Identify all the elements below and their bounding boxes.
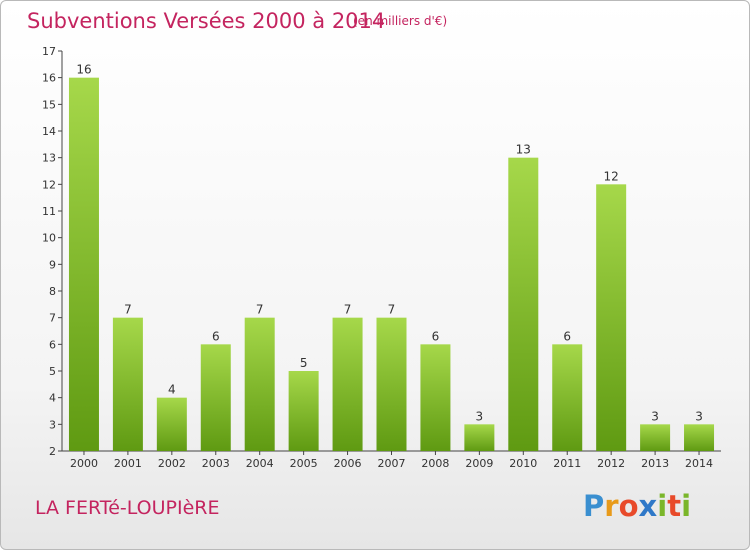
bar-2001 xyxy=(112,317,143,451)
x-tick-label-2003: 2003 xyxy=(202,457,230,470)
x-tick-label-2007: 2007 xyxy=(378,457,406,470)
data-label-2007: 7 xyxy=(388,303,396,317)
x-tick-label-2001: 2001 xyxy=(114,457,142,470)
bar-2012 xyxy=(596,184,627,452)
data-label-2014: 3 xyxy=(695,409,703,423)
bar-2006 xyxy=(332,317,363,451)
data-label-2000: 16 xyxy=(76,63,91,77)
logo-letter: P xyxy=(583,489,605,523)
data-label-2006: 7 xyxy=(344,303,352,317)
y-tick-label: 10 xyxy=(42,232,56,245)
y-tick-label: 8 xyxy=(49,285,56,298)
data-label-2003: 6 xyxy=(212,329,220,343)
bar-2003 xyxy=(200,344,231,451)
y-tick-label: 3 xyxy=(49,418,56,431)
logo-letter: t xyxy=(667,489,682,523)
y-tick-label: 2 xyxy=(49,445,56,458)
logo-letter: i xyxy=(657,489,668,523)
chart-title: Subventions Versées 2000 à 2014 xyxy=(27,9,386,33)
commune-name: LA FERTé-LOUPIèRE xyxy=(35,497,220,519)
data-label-2004: 7 xyxy=(256,303,264,317)
y-tick-label: 6 xyxy=(49,338,56,351)
bar-2014 xyxy=(684,424,715,451)
data-label-2002: 4 xyxy=(168,383,176,397)
logo-letter: o xyxy=(618,489,639,523)
x-tick-label-2002: 2002 xyxy=(158,457,186,470)
data-label-2008: 6 xyxy=(432,329,440,343)
data-label-2001: 7 xyxy=(124,303,132,317)
bar-2011 xyxy=(552,344,583,451)
y-tick-label: 7 xyxy=(49,312,56,325)
bar-2005 xyxy=(288,371,319,451)
x-tick-label-2014: 2014 xyxy=(685,457,713,470)
y-tick-label: 11 xyxy=(42,205,56,218)
bar-2007 xyxy=(376,317,407,451)
x-tick-label-2004: 2004 xyxy=(246,457,274,470)
x-tick-label-2009: 2009 xyxy=(465,457,493,470)
chart-subtitle: (en milliers d'€) xyxy=(353,14,448,28)
data-label-2013: 3 xyxy=(651,409,659,423)
x-tick-label-2008: 2008 xyxy=(421,457,449,470)
x-tick-label-2013: 2013 xyxy=(641,457,669,470)
x-tick-label-2012: 2012 xyxy=(597,457,625,470)
x-tick-label-2006: 2006 xyxy=(334,457,362,470)
bar-2013 xyxy=(640,424,671,451)
y-tick-label: 14 xyxy=(42,125,56,138)
x-tick-label-2005: 2005 xyxy=(290,457,318,470)
y-tick-label: 5 xyxy=(49,365,56,378)
y-tick-label: 13 xyxy=(42,152,56,165)
bar-2009 xyxy=(464,424,495,451)
data-label-2005: 5 xyxy=(300,356,308,370)
bar-2010 xyxy=(508,157,539,451)
y-tick-label: 17 xyxy=(42,45,56,58)
y-tick-label: 12 xyxy=(42,178,56,191)
y-tick-label: 15 xyxy=(42,98,56,111)
logo-letter: i xyxy=(681,489,692,523)
y-tick-label: 16 xyxy=(42,72,56,85)
bar-2002 xyxy=(156,397,187,451)
y-tick-label: 9 xyxy=(49,258,56,271)
data-label-2009: 3 xyxy=(476,409,484,423)
bar-2004 xyxy=(244,317,275,451)
x-tick-label-2010: 2010 xyxy=(509,457,537,470)
logo-letter: r xyxy=(604,489,619,523)
x-tick-label-2011: 2011 xyxy=(553,457,581,470)
y-tick-label: 4 xyxy=(49,392,56,405)
bar-2008 xyxy=(420,344,451,451)
data-label-2011: 6 xyxy=(563,329,571,343)
x-tick-label-2000: 2000 xyxy=(70,457,98,470)
proxiti-logo: Proxiti xyxy=(583,489,691,523)
logo-letter: x xyxy=(638,489,658,523)
bar-2000 xyxy=(68,77,99,452)
data-label-2010: 13 xyxy=(516,143,531,157)
data-label-2012: 12 xyxy=(604,169,619,183)
